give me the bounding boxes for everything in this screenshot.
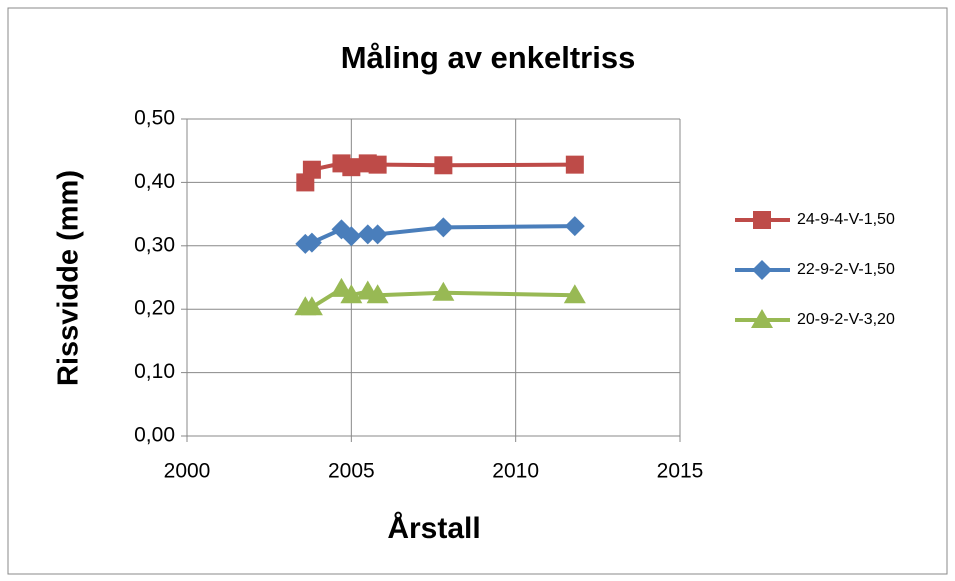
y-tick-label: 0,10 [134, 360, 175, 383]
legend-marker [752, 260, 772, 280]
legend-marker [751, 309, 773, 328]
legend-label: 22-9-2-V-1,50 [797, 261, 895, 278]
y-tick-label: 0,50 [134, 107, 175, 130]
x-axis-title: Årstall [387, 512, 480, 545]
marker [434, 156, 453, 175]
y-tick-label: 0,20 [134, 297, 175, 320]
marker [565, 155, 584, 174]
marker [340, 284, 363, 304]
marker [368, 155, 387, 174]
legend-label: 20-9-2-V-3,20 [797, 311, 895, 328]
x-tick-label: 2000 [164, 460, 211, 483]
x-tick-label: 2015 [657, 460, 704, 483]
y-tick-label: 0,40 [134, 170, 175, 193]
marker [302, 160, 321, 179]
marker [300, 296, 323, 316]
legend-marker [753, 211, 771, 229]
y-axis-title: Rissvidde (mm) [53, 170, 85, 386]
chart-title: Måling av enkeltriss [341, 40, 636, 75]
y-tick-label: 0,00 [134, 424, 175, 447]
legend-label: 24-9-4-V-1,50 [797, 211, 895, 228]
x-tick-label: 2010 [492, 460, 539, 483]
marker [563, 284, 586, 304]
marker [366, 284, 389, 304]
marker [341, 226, 362, 247]
series-line [305, 286, 575, 310]
marker [342, 158, 361, 177]
marker [433, 217, 454, 238]
chart-frame [7, 7, 948, 575]
y-tick-label: 0,30 [134, 233, 175, 256]
marker [301, 232, 322, 253]
marker [564, 216, 585, 237]
marker [367, 224, 388, 245]
marker [432, 281, 455, 301]
x-tick-label: 2005 [328, 460, 375, 483]
